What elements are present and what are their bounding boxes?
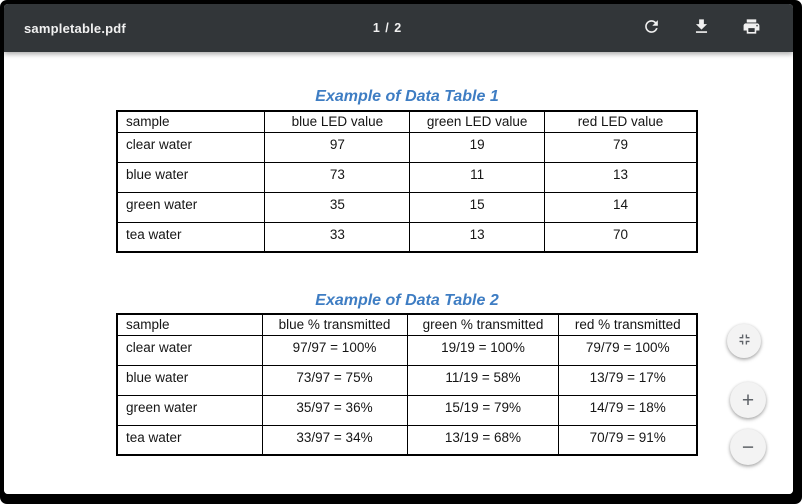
table-row: tea water 33 13 70 bbox=[116, 221, 698, 253]
table-header-row: sample blue % transmitted green % transm… bbox=[116, 313, 698, 336]
cell: 79 bbox=[543, 131, 698, 163]
table2-title: Example of Data Table 2 bbox=[315, 292, 499, 309]
cell: 19 bbox=[409, 131, 545, 163]
toolbar-actions bbox=[641, 18, 761, 38]
cell: 33/97 = 34% bbox=[261, 424, 408, 456]
cell: 97/97 = 100% bbox=[261, 334, 408, 366]
cell: green water bbox=[116, 191, 266, 223]
zoom-in-button[interactable]: + bbox=[730, 382, 766, 418]
cell: 15 bbox=[409, 191, 545, 223]
cell: 14/79 = 18% bbox=[558, 394, 698, 426]
cell: 13/79 = 17% bbox=[558, 364, 698, 396]
document-title: sampletable.pdf bbox=[24, 20, 126, 36]
cell: 97 bbox=[264, 131, 411, 163]
cell: 35/97 = 36% bbox=[261, 394, 408, 426]
download-button[interactable] bbox=[691, 18, 711, 38]
print-icon bbox=[742, 17, 761, 39]
cell: 70/79 = 91% bbox=[558, 424, 698, 456]
rotate-button[interactable] bbox=[641, 18, 661, 38]
cell: 73/97 = 75% bbox=[261, 364, 408, 396]
data-table-1: sample blue LED value green LED value re… bbox=[116, 110, 698, 253]
cell: 19/19 = 100% bbox=[406, 334, 560, 366]
cell: blue water bbox=[116, 364, 263, 396]
download-icon bbox=[692, 17, 711, 39]
zoom-in-icon: + bbox=[741, 388, 755, 412]
cell: 70 bbox=[543, 221, 698, 253]
header-cell: red % transmitted bbox=[558, 313, 698, 336]
header-cell: sample bbox=[116, 313, 263, 336]
cell: 14 bbox=[543, 191, 698, 223]
header-cell: green % transmitted bbox=[406, 313, 560, 336]
table-row: clear water 97 19 79 bbox=[116, 131, 698, 163]
cell: 13 bbox=[543, 161, 698, 193]
cell: clear water bbox=[116, 334, 263, 366]
table-row: green water 35 15 14 bbox=[116, 191, 698, 223]
cell: 13/19 = 68% bbox=[406, 424, 560, 456]
cell: 11 bbox=[409, 161, 545, 193]
table-row: blue water 73 11 13 bbox=[116, 161, 698, 193]
cell: green water bbox=[116, 394, 263, 426]
pdf-page: Example of Data Table 1 sample blue LED … bbox=[4, 52, 793, 494]
pdf-viewer-window: sampletable.pdf 1 / 2 bbox=[4, 4, 793, 494]
cell: blue water bbox=[116, 161, 266, 193]
zoom-out-icon: − bbox=[741, 435, 755, 459]
cell: tea water bbox=[116, 221, 266, 253]
header-cell: red LED value bbox=[543, 110, 698, 133]
fit-page-button[interactable] bbox=[727, 324, 761, 358]
header-cell: blue LED value bbox=[264, 110, 411, 133]
print-button[interactable] bbox=[741, 18, 761, 38]
cell: clear water bbox=[116, 131, 266, 163]
fit-page-icon bbox=[737, 332, 752, 349]
table-row: blue water 73/97 = 75% 11/19 = 58% 13/79… bbox=[116, 364, 698, 396]
cell: 11/19 = 58% bbox=[406, 364, 560, 396]
cell: 33 bbox=[264, 221, 411, 253]
cell: 35 bbox=[264, 191, 411, 223]
cell: 13 bbox=[409, 221, 545, 253]
header-cell: green LED value bbox=[409, 110, 545, 133]
zoom-out-button[interactable]: − bbox=[730, 429, 766, 465]
table1-title: Example of Data Table 1 bbox=[315, 88, 499, 105]
rotate-icon bbox=[642, 17, 661, 39]
cell: 79/79 = 100% bbox=[558, 334, 698, 366]
cell: tea water bbox=[116, 424, 263, 456]
table-row: green water 35/97 = 36% 15/19 = 79% 14/7… bbox=[116, 394, 698, 426]
header-cell: sample bbox=[116, 110, 266, 133]
pdf-toolbar: sampletable.pdf 1 / 2 bbox=[4, 4, 793, 52]
page-indicator: 1 / 2 bbox=[372, 21, 403, 35]
header-cell: blue % transmitted bbox=[261, 313, 408, 336]
cell: 15/19 = 79% bbox=[406, 394, 560, 426]
table-row: clear water 97/97 = 100% 19/19 = 100% 79… bbox=[116, 334, 698, 366]
cell: 73 bbox=[264, 161, 411, 193]
table-header-row: sample blue LED value green LED value re… bbox=[116, 110, 698, 133]
table-row: tea water 33/97 = 34% 13/19 = 68% 70/79 … bbox=[116, 424, 698, 456]
data-table-2: sample blue % transmitted green % transm… bbox=[116, 313, 698, 456]
